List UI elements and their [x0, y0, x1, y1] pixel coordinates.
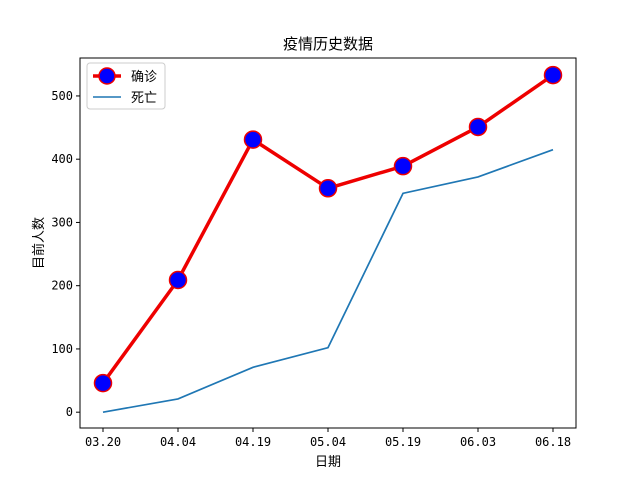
data-point-confirmed	[318, 179, 338, 198]
series-line-confirmed	[101, 73, 554, 385]
series-layer	[93, 65, 563, 414]
x-tick-label: 04.04	[160, 435, 196, 449]
x-tick-label: 05.19	[385, 435, 421, 449]
y-tick-label: 0	[66, 405, 73, 419]
y-tick-label: 500	[51, 89, 73, 103]
x-axis-label: 日期	[315, 455, 341, 470]
y-tick-label: 200	[51, 279, 73, 293]
legend-label-confirmed: 确诊	[131, 70, 157, 85]
y-tick-label: 400	[51, 152, 73, 166]
y-tick-label: 100	[51, 342, 73, 356]
chart-title: 疫情历史数据	[283, 35, 373, 53]
x-tick-label: 05.04	[310, 435, 346, 449]
x-axis: 03.20 04.04 04.19 05.04 05.19 06.03 06.18	[85, 428, 571, 449]
data-point-confirmed	[468, 117, 488, 137]
series-line-deaths	[102, 148, 554, 414]
x-tick-label: 03.20	[85, 435, 121, 449]
legend-label-deaths: 死亡	[131, 91, 157, 106]
y-axis-label: 目前人数	[31, 217, 47, 269]
data-point-confirmed	[168, 270, 188, 290]
legend-marker-confirmed	[98, 67, 116, 85]
x-tick-label: 06.18	[535, 435, 571, 449]
x-tick-label: 06.03	[460, 435, 496, 449]
x-tick-label: 04.19	[235, 435, 271, 449]
data-point-confirmed	[543, 65, 563, 85]
y-axis: 0 100 200 300 400 500	[51, 89, 80, 419]
data-point-confirmed	[93, 373, 113, 393]
data-point-confirmed	[243, 130, 263, 149]
data-point-confirmed	[393, 156, 413, 176]
y-tick-label: 300	[51, 215, 73, 229]
legend: 确诊 死亡	[86, 62, 166, 110]
plot-frame	[79, 57, 577, 429]
